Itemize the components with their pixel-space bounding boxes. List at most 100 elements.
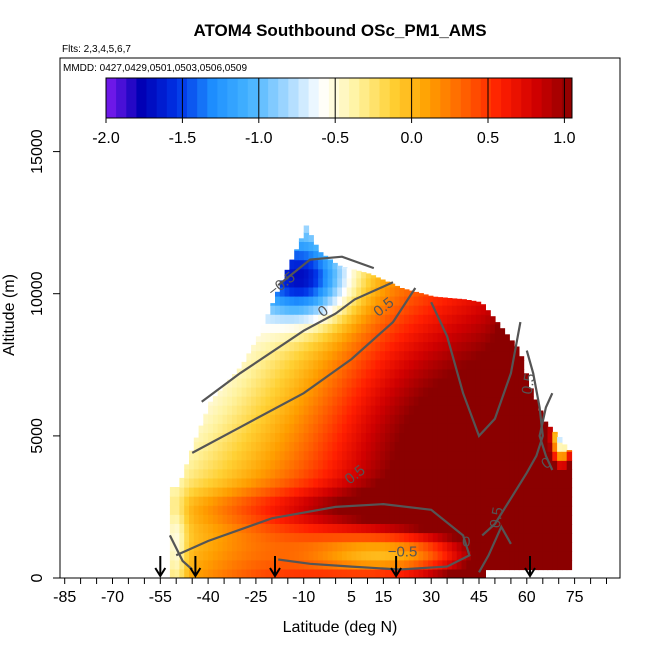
heatmap-cell xyxy=(504,451,510,461)
heatmap-cell xyxy=(538,514,544,525)
heatmap-cell xyxy=(184,568,190,578)
heatmap-cell xyxy=(475,532,482,543)
heatmap-cell xyxy=(361,368,367,379)
heatmap-cell xyxy=(275,314,281,324)
heatmap-cell xyxy=(399,323,405,333)
heatmap-cell xyxy=(308,387,314,397)
heatmap-cell xyxy=(327,550,333,561)
heatmap-cell xyxy=(471,432,477,443)
heatmap-cell xyxy=(260,550,267,561)
colorbar-swatch xyxy=(187,78,198,118)
heatmap-cell xyxy=(456,305,463,315)
heatmap-cell xyxy=(447,514,453,524)
heatmap-cell xyxy=(547,560,553,571)
heatmap-cell xyxy=(504,334,510,343)
heatmap-cell xyxy=(294,550,300,561)
heatmap-cell xyxy=(332,262,338,270)
heatmap-cell xyxy=(566,560,573,571)
heatmap-cell xyxy=(351,487,357,497)
heatmap-cell xyxy=(370,559,377,570)
heatmap-cell xyxy=(298,414,305,424)
heatmap-cell xyxy=(542,505,549,516)
heatmap-cell xyxy=(485,332,491,343)
heatmap-cell xyxy=(447,432,453,443)
heatmap-cell xyxy=(289,277,295,288)
heatmap-cell xyxy=(375,477,381,488)
heatmap-cell xyxy=(437,414,443,424)
heatmap-cell xyxy=(514,378,520,389)
colorbar-swatch xyxy=(440,78,451,118)
heatmap-cell xyxy=(260,468,267,479)
heatmap-cell xyxy=(480,505,486,515)
heatmap-cell xyxy=(466,477,472,488)
heatmap-cell xyxy=(260,568,267,578)
heatmap-cell xyxy=(289,568,295,578)
heatmap-cell xyxy=(538,487,544,498)
heatmap-cell xyxy=(255,405,262,415)
heatmap-cell xyxy=(327,341,333,352)
heatmap-cell xyxy=(298,286,305,297)
heatmap-cell xyxy=(451,487,458,497)
heatmap-cell xyxy=(437,314,443,324)
heatmap-cell xyxy=(260,341,267,352)
heatmap-cell xyxy=(461,568,467,578)
heatmap-cell xyxy=(375,532,381,543)
heatmap-cell xyxy=(437,550,443,561)
heatmap-cell xyxy=(212,523,219,534)
heatmap-cell xyxy=(236,505,243,515)
heatmap-cell xyxy=(361,450,367,461)
heatmap-cell xyxy=(217,487,224,497)
heatmap-cell xyxy=(456,359,463,370)
heatmap-cell xyxy=(365,396,372,406)
colorbar-tick-label: -1.0 xyxy=(245,130,273,147)
contour-line xyxy=(538,392,554,471)
x-tick-label: 5 xyxy=(347,589,356,606)
heatmap-cell xyxy=(346,432,353,443)
heatmap-cell xyxy=(222,477,228,488)
heatmap-cell xyxy=(255,477,262,488)
heatmap-cell xyxy=(174,487,181,497)
heatmap-cell xyxy=(461,550,467,561)
heatmap-cell xyxy=(394,285,400,288)
heatmap-cell xyxy=(241,505,247,515)
heatmap-cell xyxy=(284,323,290,333)
heatmap-cell xyxy=(365,459,372,470)
heatmap-cell xyxy=(399,477,405,488)
heatmap-cell xyxy=(270,350,276,361)
heatmap-cell xyxy=(308,423,314,433)
heatmap-cell xyxy=(423,441,429,452)
heatmap-cell xyxy=(471,523,477,534)
heatmap-cell xyxy=(370,368,377,379)
heatmap-cell xyxy=(475,477,482,488)
heatmap-cell xyxy=(318,332,324,343)
heatmap-cell xyxy=(528,524,534,534)
heatmap-cell xyxy=(552,533,558,543)
heatmap-cell xyxy=(337,532,343,543)
heatmap-cell xyxy=(308,277,314,288)
heatmap-cell xyxy=(557,560,563,571)
heatmap-cell xyxy=(255,505,262,515)
heatmap-cell xyxy=(514,478,520,489)
heatmap-cell xyxy=(179,487,185,497)
heatmap-cell xyxy=(389,405,396,415)
heatmap-cell xyxy=(337,441,343,452)
heatmap-cell xyxy=(428,523,434,534)
heatmap-cell xyxy=(447,314,453,324)
heatmap-cell xyxy=(509,442,515,452)
heatmap-cell xyxy=(208,487,214,497)
heatmap-cell xyxy=(542,524,549,534)
heatmap-cell xyxy=(499,542,506,552)
heatmap-cell xyxy=(318,350,324,361)
heatmap-cell xyxy=(303,468,310,479)
heatmap-cell xyxy=(351,387,357,397)
heatmap-cell xyxy=(404,405,410,415)
heatmap-cell xyxy=(174,523,181,534)
heatmap-cell xyxy=(399,541,405,552)
heatmap-cell xyxy=(270,303,276,306)
heatmap-cell xyxy=(294,323,300,333)
heatmap-cell xyxy=(380,541,386,552)
heatmap-cell xyxy=(394,432,400,443)
heatmap-cell xyxy=(208,414,214,424)
heatmap-cell xyxy=(241,487,247,497)
heatmap-cell xyxy=(399,523,405,534)
